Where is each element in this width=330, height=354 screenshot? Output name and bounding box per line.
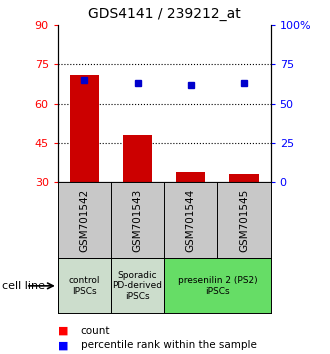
Text: GSM701544: GSM701544 <box>186 189 196 252</box>
Text: cell line: cell line <box>2 281 45 291</box>
Bar <box>123 135 152 182</box>
Bar <box>70 75 99 182</box>
Text: presenilin 2 (PS2)
iPSCs: presenilin 2 (PS2) iPSCs <box>178 276 257 296</box>
Bar <box>111 258 164 313</box>
Text: ■: ■ <box>58 326 68 336</box>
Text: count: count <box>81 326 110 336</box>
Text: GSM701542: GSM701542 <box>79 189 89 252</box>
Text: percentile rank within the sample: percentile rank within the sample <box>81 340 257 350</box>
Bar <box>176 172 205 182</box>
Bar <box>229 175 259 182</box>
Bar <box>58 258 111 313</box>
Text: Sporadic
PD-derived
iPSCs: Sporadic PD-derived iPSCs <box>113 271 163 301</box>
Bar <box>164 258 271 313</box>
Title: GDS4141 / 239212_at: GDS4141 / 239212_at <box>88 7 241 21</box>
Text: GSM701543: GSM701543 <box>133 189 143 252</box>
Text: control
IPSCs: control IPSCs <box>69 276 100 296</box>
Text: GSM701545: GSM701545 <box>239 189 249 252</box>
Text: ■: ■ <box>58 340 68 350</box>
